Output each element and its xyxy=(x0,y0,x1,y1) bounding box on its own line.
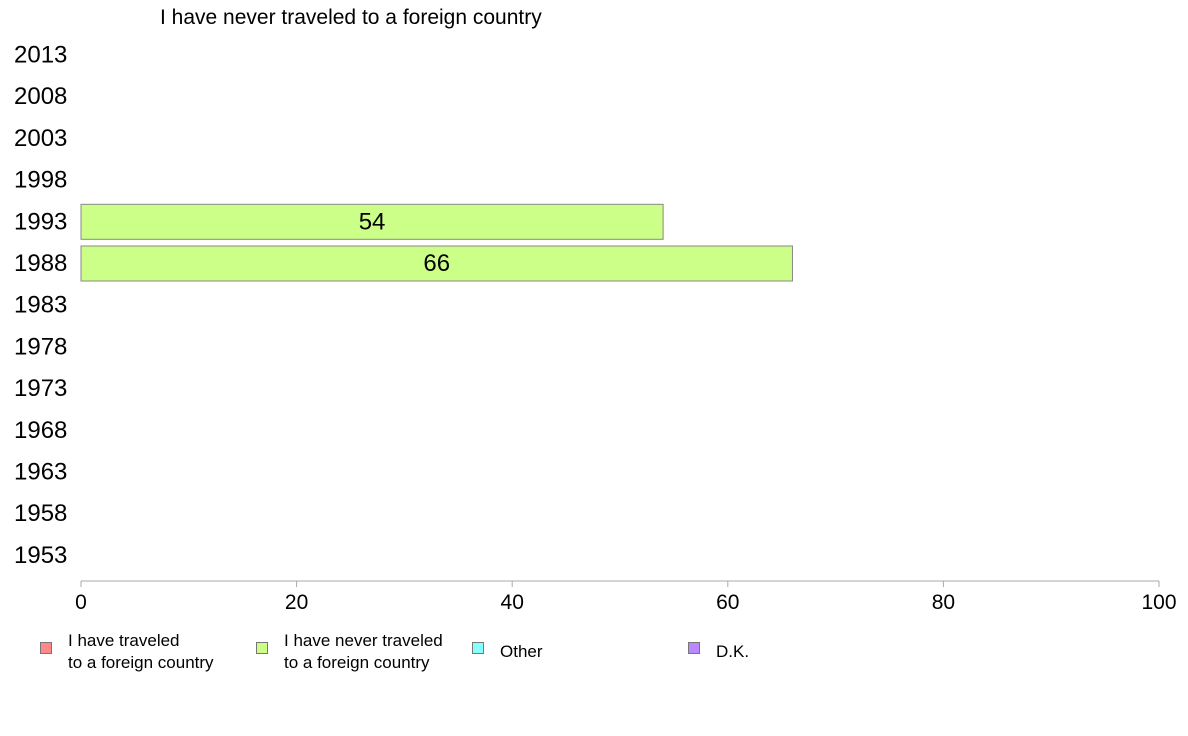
legend-item-other: Other xyxy=(472,630,680,663)
legend-swatch-traveled xyxy=(40,642,52,654)
x-tick-label: 20 xyxy=(285,591,308,614)
x-tick-label: 80 xyxy=(932,591,955,614)
legend-item-traveled: I have traveled to a foreign country xyxy=(40,630,248,674)
legend-label-dk: D.K. xyxy=(716,630,896,663)
category-label: 1973 xyxy=(14,375,67,402)
data-label: 54 xyxy=(359,208,386,235)
category-label: 2008 xyxy=(14,83,67,110)
x-tick-label: 100 xyxy=(1141,591,1176,614)
bar-chart: 2013 2008 2003 1998 1993 1988 1983 1978 1973 1968… xyxy=(14,42,1177,615)
category-label: 2003 xyxy=(14,125,67,152)
legend-label-line1: I have traveled xyxy=(68,631,180,650)
category-label: 2013 xyxy=(14,42,67,69)
category-label: 1993 xyxy=(14,208,67,235)
legend-label-line2: to a foreign country xyxy=(68,653,214,672)
legend-label-traveled: I have traveled to a foreign country xyxy=(68,630,248,674)
category-label: 1988 xyxy=(14,250,67,277)
legend-swatch-never-traveled xyxy=(256,642,268,654)
legend-item-never-traveled: I have never traveled to a foreign count… xyxy=(256,630,464,674)
category-label: 1963 xyxy=(14,459,67,486)
legend-label-line1: I have never traveled xyxy=(284,631,443,650)
category-label: 1998 xyxy=(14,167,67,194)
category-label: 1958 xyxy=(14,500,67,527)
legend-label-line2: to a foreign country xyxy=(284,653,430,672)
legend: I have traveled to a foreign country I h… xyxy=(0,630,1188,690)
chart-title: I have never traveled to a foreign count… xyxy=(160,6,542,29)
legend-label-line1: D.K. xyxy=(716,642,750,661)
legend-item-dk: D.K. xyxy=(688,630,896,663)
category-label: 1978 xyxy=(14,333,67,360)
bar xyxy=(80,245,793,282)
x-tick-label: 40 xyxy=(501,591,524,614)
x-tick-label: 60 xyxy=(716,591,739,614)
bar xyxy=(80,203,664,240)
data-label: 66 xyxy=(423,250,450,277)
legend-label-never-traveled: I have never traveled to a foreign count… xyxy=(284,630,464,674)
legend-label-other: Other xyxy=(500,630,680,663)
legend-swatch-dk xyxy=(688,642,700,654)
legend-label-line1: Other xyxy=(500,642,543,661)
x-tick-label: 0 xyxy=(75,591,87,614)
legend-swatch-other xyxy=(472,642,484,654)
category-label: 1983 xyxy=(14,292,67,319)
category-label: 1953 xyxy=(14,542,67,569)
category-label: 1968 xyxy=(14,417,67,444)
